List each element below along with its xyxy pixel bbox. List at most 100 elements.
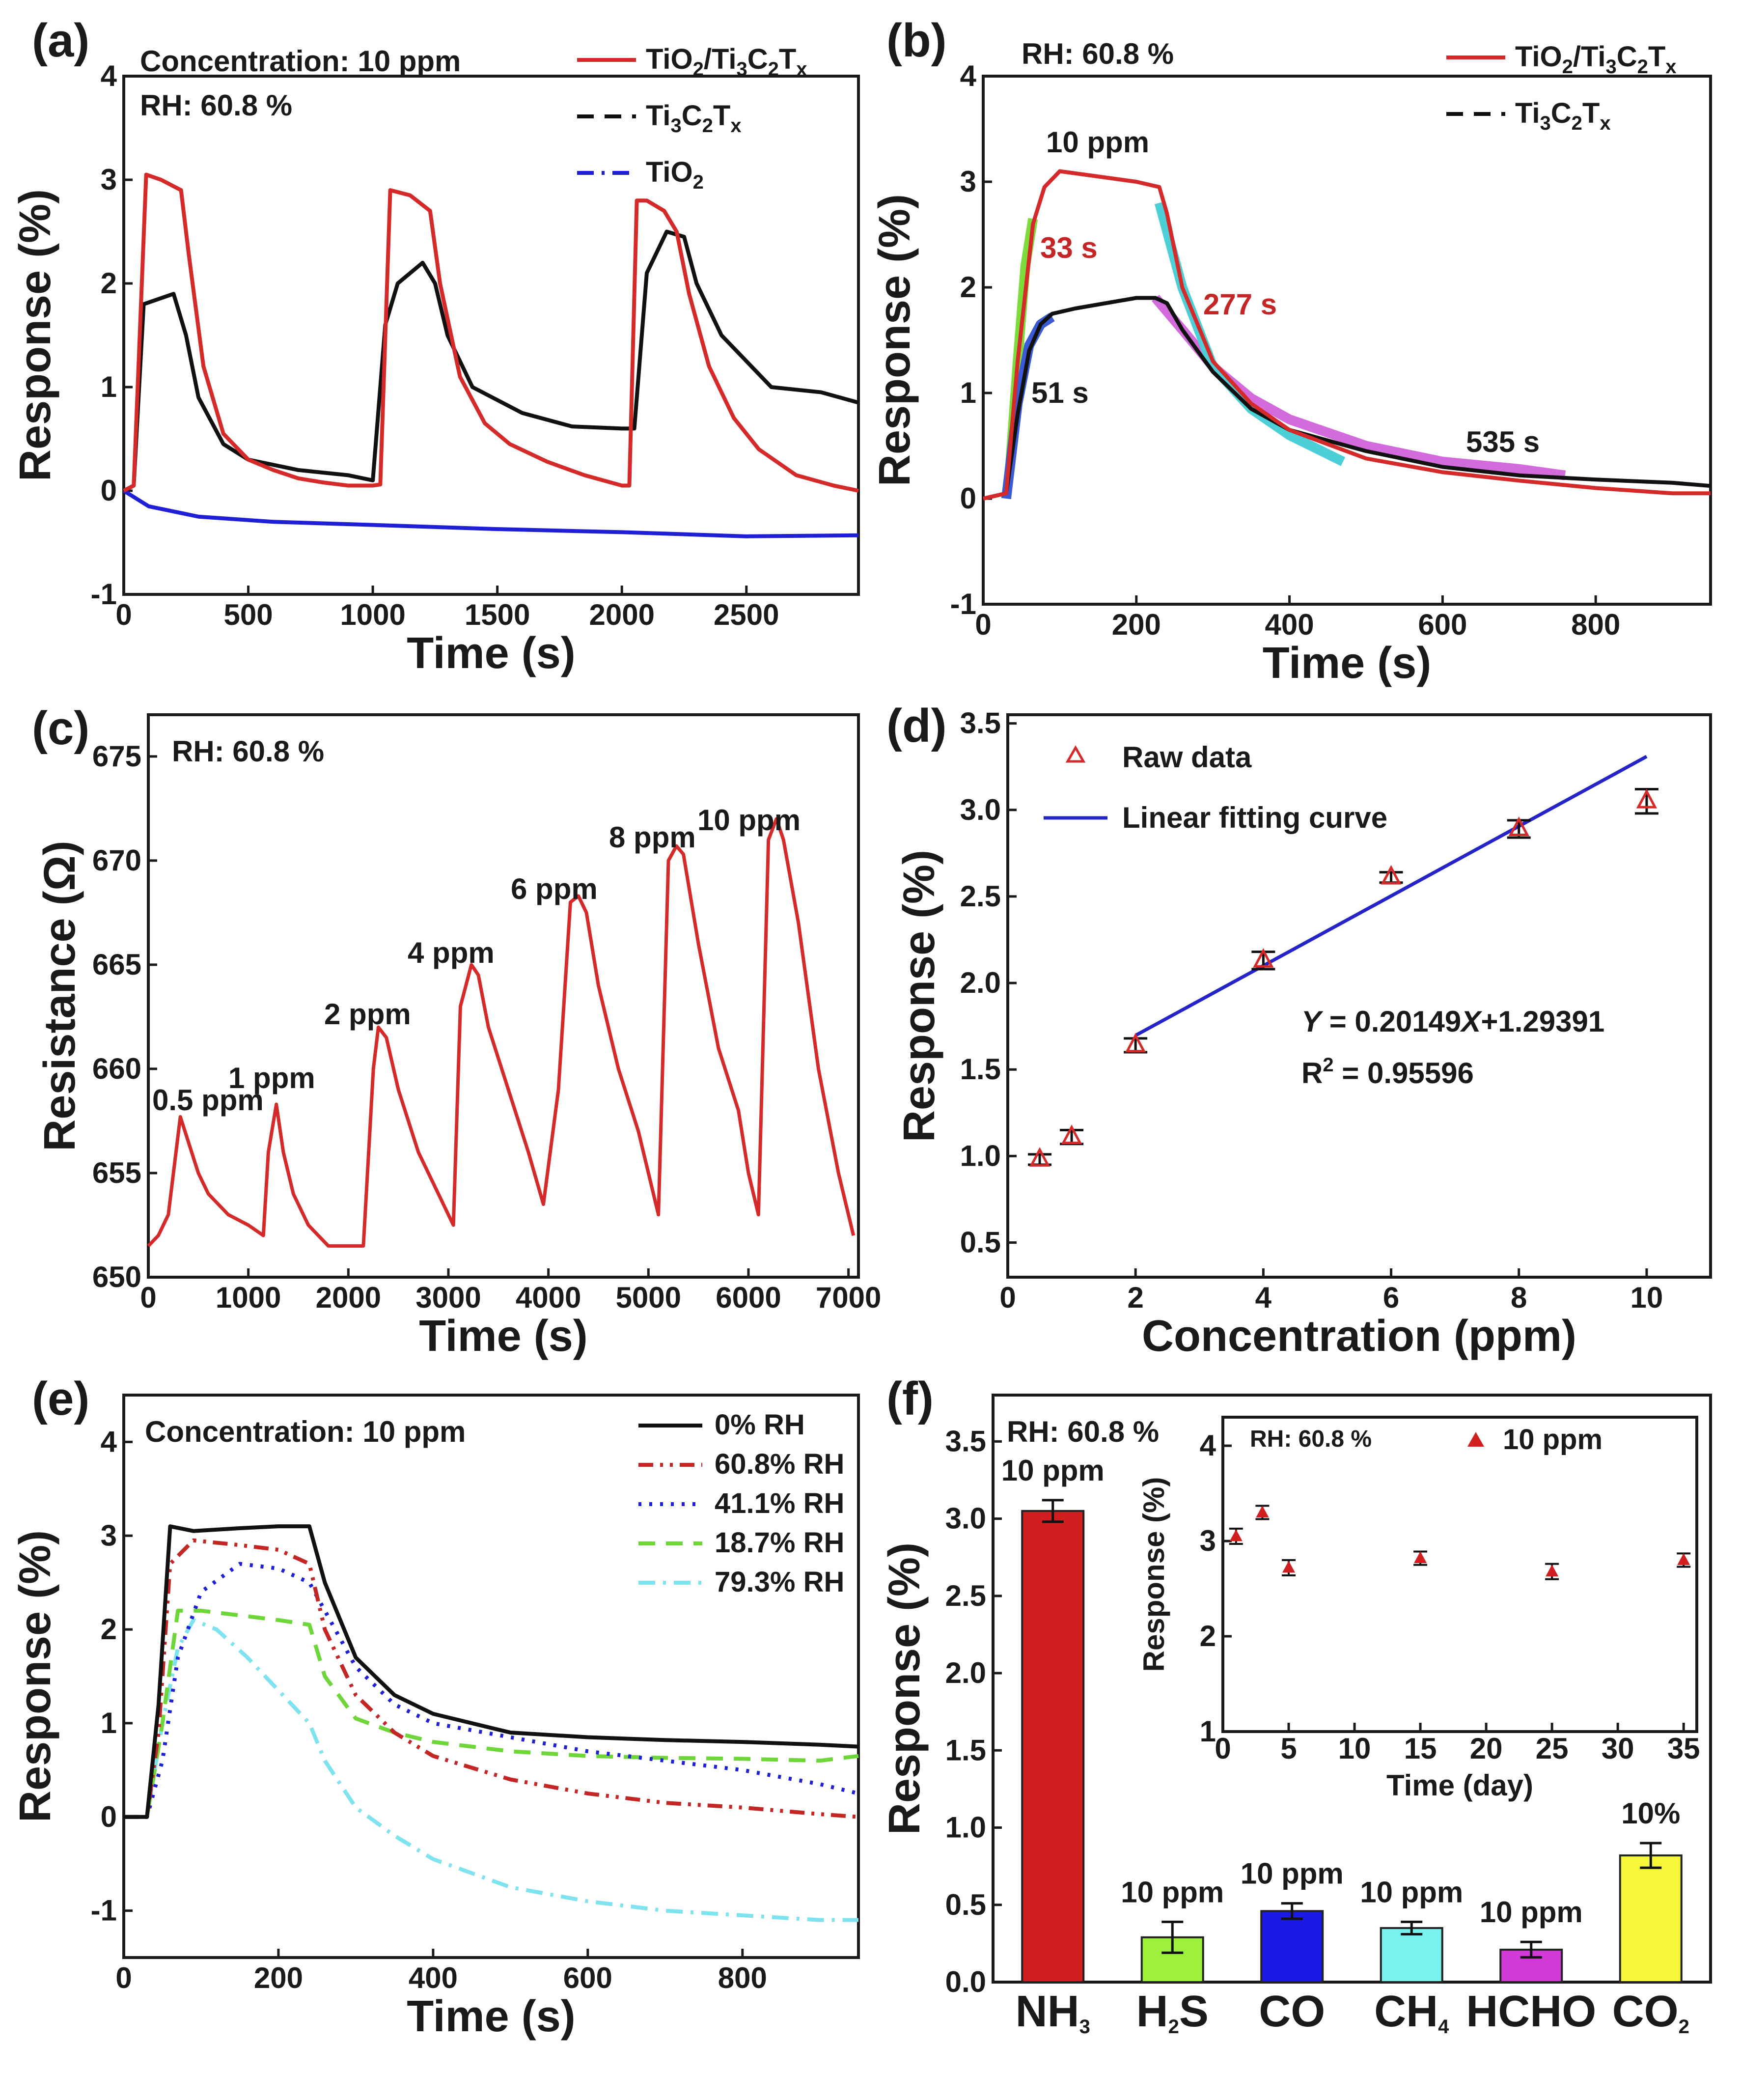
panel-a-legend-label: TiO2 <box>646 156 704 193</box>
panel-a-series-line <box>122 489 859 538</box>
panel-a-label: (a) <box>32 14 89 67</box>
panel-e-legend-label: 79.3% RH <box>715 1566 844 1598</box>
y-tick-label: 665 <box>92 948 141 981</box>
y-tick-label: 3 <box>101 1519 117 1552</box>
x-axis-label: Time (s) <box>419 1312 587 1361</box>
y-tick-label: 2 <box>1200 1620 1216 1652</box>
text-span: x <box>1600 112 1610 134</box>
y-tick-label: 0 <box>101 474 117 507</box>
y-tick-label: 2 <box>101 1613 117 1646</box>
text-span: 2 <box>702 115 713 137</box>
panel-c-peak-label: 10 ppm <box>697 804 801 837</box>
panel-b-label: (b) <box>886 14 947 67</box>
panel-c-annotation: RH: 60.8 % <box>172 735 324 768</box>
x-axis-label: Time (s) <box>1263 639 1431 688</box>
text-span: 3 <box>671 115 682 137</box>
panel-f-inset-data-point <box>1282 1561 1296 1573</box>
text-span: CO <box>1259 1987 1325 2036</box>
panel-c-peak-label: 8 ppm <box>609 821 696 854</box>
text-span: T <box>713 100 730 132</box>
panel-e-annotation: Concentration: 10 ppm <box>145 1415 466 1448</box>
panel-f-bar-label: 10 ppm <box>1121 1876 1224 1908</box>
panel-f-bar <box>1260 1910 1324 1983</box>
panel-c-peak-label: 1 ppm <box>228 1062 315 1094</box>
panel-e-plot-frame <box>122 1394 860 1959</box>
text-span: NH <box>1016 1987 1079 2036</box>
panel-a-legend-label: Ti3C2Tx <box>646 100 742 137</box>
panel-c-resistance-line <box>147 817 856 1248</box>
x-tick-label: 5 <box>1280 1732 1297 1765</box>
y-tick-label: 3.5 <box>960 707 1001 740</box>
text-span: C <box>1617 41 1637 73</box>
x-tick-label: 30 <box>1602 1732 1634 1765</box>
panel-d-data-point <box>1125 1033 1146 1053</box>
text-span: 2 <box>1572 112 1582 134</box>
text-span: /Ti <box>1573 41 1606 73</box>
x-tick-label: 10 <box>1630 1281 1663 1314</box>
y-tick-label: 660 <box>92 1052 141 1085</box>
panel-f-bar <box>1380 1927 1443 1984</box>
y-axis-label: Response (%) <box>11 1530 60 1822</box>
y-axis-label: Response (%) <box>880 1542 929 1835</box>
x-tick-label: 0 <box>975 608 991 641</box>
x-tick-label: 4000 <box>516 1281 581 1314</box>
panel-a-series-line <box>123 229 859 493</box>
x-tick-label: 10 <box>1338 1732 1371 1765</box>
x-tick-label: 2500 <box>714 598 779 631</box>
y-axis-label: Response (%) <box>11 189 60 481</box>
panel-f-category-label: CO <box>1259 1987 1325 2036</box>
panel-f-inset-plot-frame <box>1221 1416 1698 1733</box>
y-tick-label: -1 <box>91 578 117 611</box>
panel-b-plot-frame <box>982 75 1712 606</box>
panel-f-inset-legend-marker <box>1467 1432 1484 1447</box>
x-tick-label: 0 <box>140 1281 156 1314</box>
panel-d-data-point <box>1253 948 1274 968</box>
panel-f-category-label: H2S <box>1136 1987 1209 2038</box>
equation-part: +1.29391 <box>1481 1005 1604 1038</box>
panel-e-legend-label: 0% RH <box>715 1409 805 1441</box>
text-span: 2 <box>1637 56 1648 78</box>
panel-f-category-label: HCHO <box>1466 1987 1596 2036</box>
x-tick-label: 20 <box>1470 1732 1503 1765</box>
y-tick-label: 655 <box>92 1156 141 1189</box>
y-tick-label: 3 <box>1200 1524 1216 1557</box>
text-span: 2 <box>693 58 704 80</box>
text-span: x <box>1665 56 1676 78</box>
x-tick-label: 400 <box>1265 608 1314 641</box>
x-axis-label: Concentration (ppm) <box>1142 1312 1576 1361</box>
text-span: C <box>682 100 702 132</box>
panel-e-series-line <box>124 1608 859 1819</box>
x-tick-label: 500 <box>224 598 273 631</box>
y-tick-label: 4 <box>1200 1429 1216 1462</box>
panel-b-series-line <box>983 169 1711 501</box>
y-tick-label: 4 <box>101 59 117 92</box>
panel-e-label: (e) <box>32 1372 89 1425</box>
panel-b-legend-label: TiO2/Ti3C2Tx <box>1515 41 1677 78</box>
y-tick-label: 1.5 <box>960 1053 1001 1086</box>
panel-c-peak-label: 4 ppm <box>408 936 495 969</box>
x-tick-label: 0 <box>115 598 132 631</box>
y-tick-label: 0.0 <box>945 1965 986 1998</box>
x-tick-label: 4 <box>1255 1281 1272 1314</box>
equation-part: = 0.20149 <box>1321 1005 1461 1038</box>
text-span: TiO <box>1515 41 1562 73</box>
x-tick-label: 200 <box>254 1961 303 1994</box>
panel-b-legend-label: Ti3C2Tx <box>1515 97 1611 134</box>
panel-f-inset-data-point <box>1414 1551 1427 1564</box>
y-tick-label: 4 <box>101 1425 117 1458</box>
x-tick-label: 6000 <box>716 1281 781 1314</box>
text-span: TiO <box>646 43 693 75</box>
text-span: 3 <box>1540 112 1551 134</box>
panel-b-annotation: 10 ppm <box>1046 126 1149 159</box>
text-span: 2 <box>1562 56 1573 78</box>
panel-f-inset-data-point <box>1546 1565 1559 1577</box>
text-span: 3 <box>736 58 747 80</box>
y-tick-label: 1 <box>1200 1715 1216 1748</box>
panel-e-legend-label: 41.1% RH <box>715 1487 844 1519</box>
panel-a-annotation: RH: 60.8 % <box>140 89 292 122</box>
panel-d-data-point <box>1029 1147 1050 1167</box>
panel-d-data-point <box>1061 1124 1082 1145</box>
panel-e-series-line <box>124 1524 859 1819</box>
panel-d-r-squared: R2 = 0.95596 <box>1301 1054 1474 1090</box>
panel-e-legend-label: 60.8% RH <box>715 1448 844 1480</box>
